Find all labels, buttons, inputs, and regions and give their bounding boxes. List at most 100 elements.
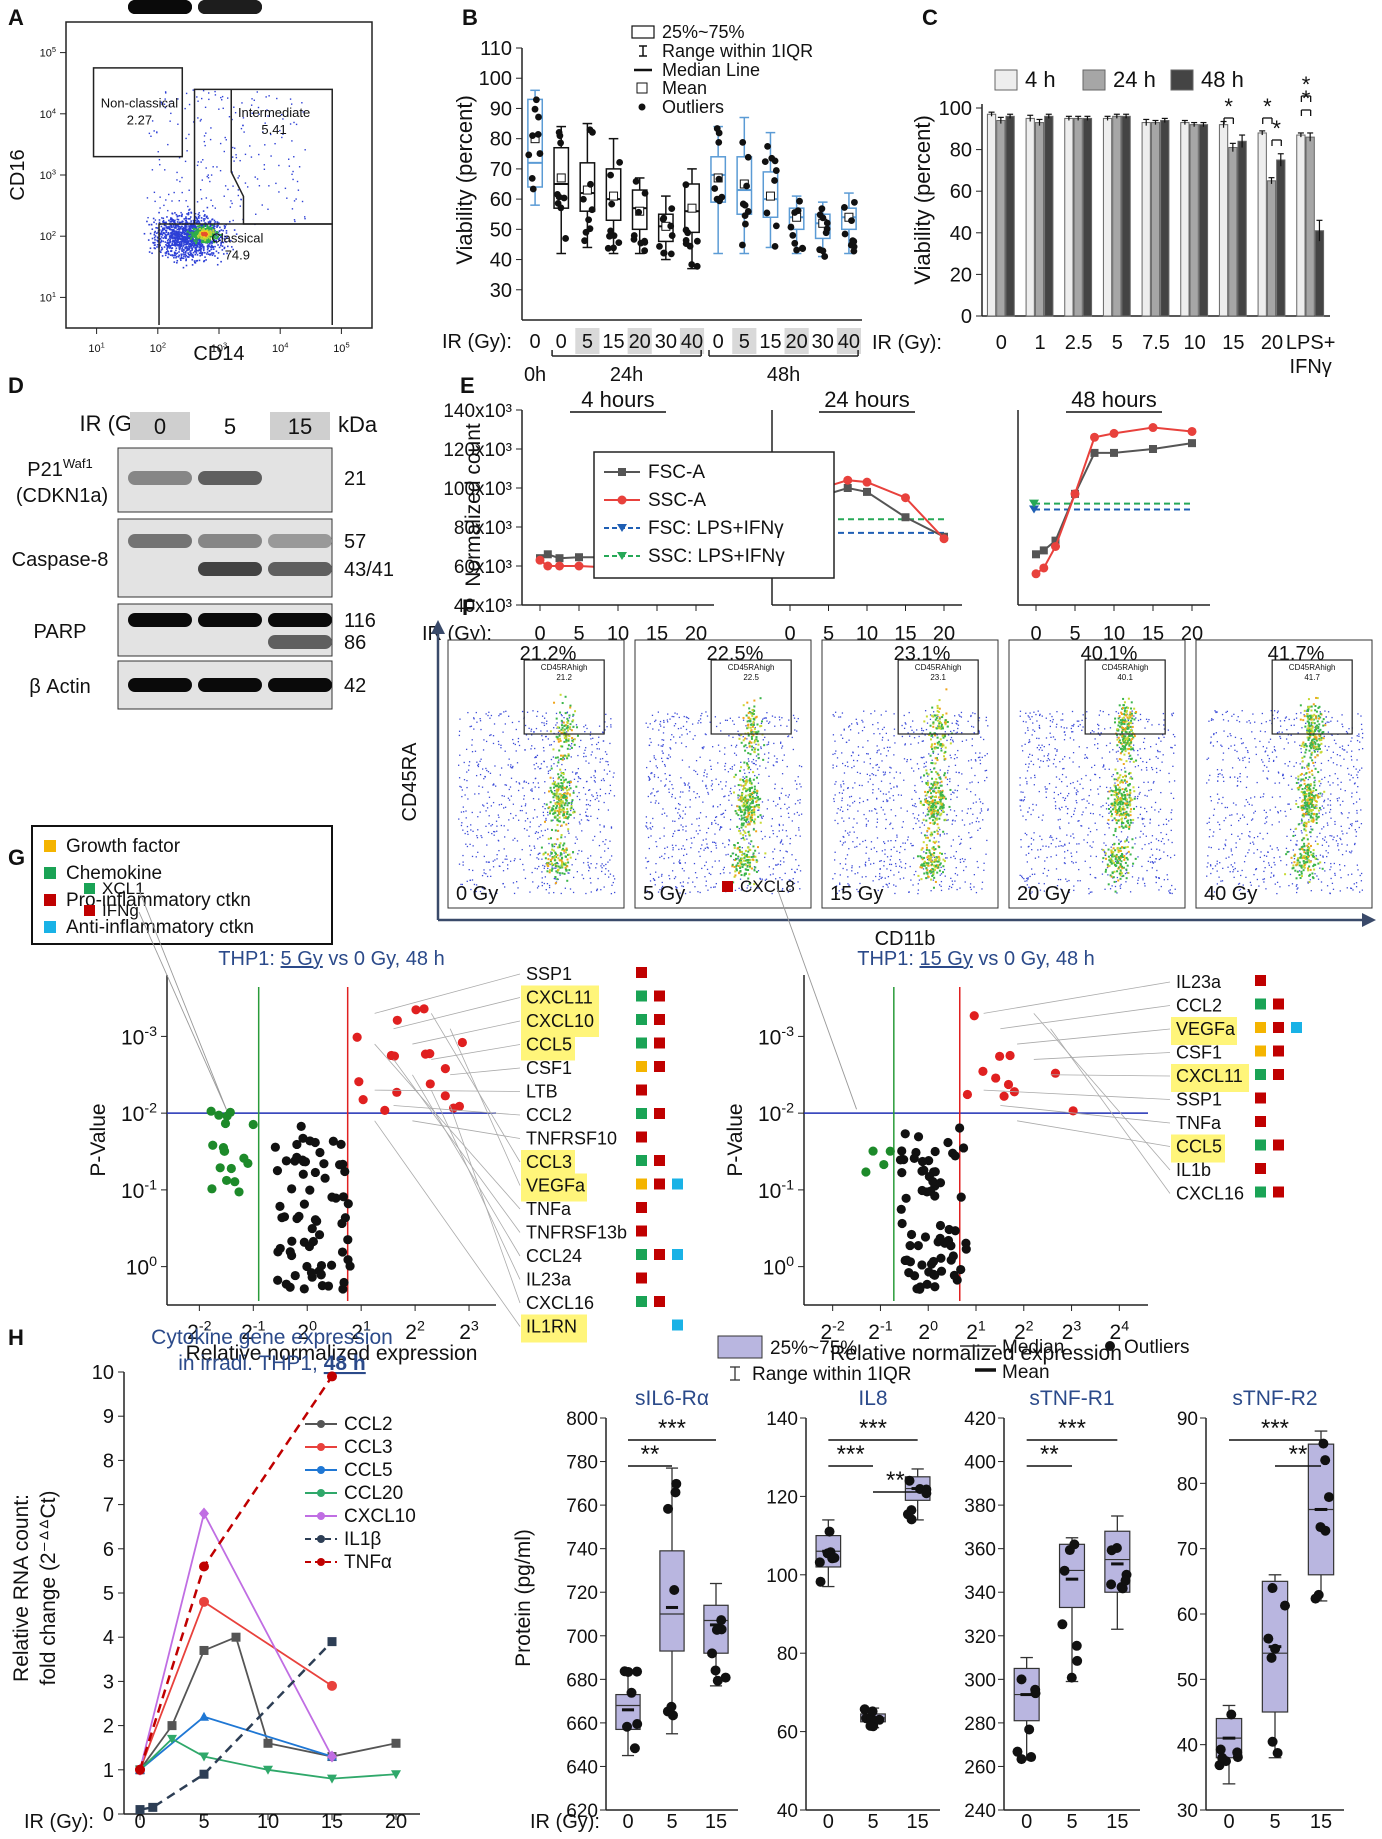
event-dot-dense <box>732 881 735 884</box>
event-dot-dense <box>559 785 562 788</box>
event-dot <box>286 197 288 199</box>
event-dot <box>572 808 575 811</box>
event-dot-dense <box>739 798 742 801</box>
category-label: IFNγ <box>1290 356 1332 378</box>
event-dot-dense <box>748 865 751 868</box>
event-dot <box>701 712 703 715</box>
event-dot-dense <box>571 720 574 723</box>
event-dot <box>462 854 464 857</box>
event-dot <box>731 804 733 806</box>
irradiation-label: IR (Gy): <box>442 331 512 353</box>
event-dot <box>211 242 213 245</box>
panel-letter-b: B <box>462 5 478 30</box>
event-dot <box>612 875 615 877</box>
event-dot <box>203 246 205 249</box>
event-dot <box>730 792 732 795</box>
event-dot <box>475 884 478 886</box>
event-dot <box>471 855 474 858</box>
event-dot <box>724 719 727 721</box>
event-dot <box>944 731 946 733</box>
event-dot-dense <box>200 240 203 243</box>
event-dot <box>178 233 180 235</box>
event-dot-dense <box>568 780 571 783</box>
event-dot-dense <box>558 816 561 819</box>
event-dot <box>930 872 932 875</box>
event-dot <box>485 713 487 715</box>
event-dot <box>703 849 705 851</box>
event-dot <box>759 877 761 880</box>
event-dot <box>766 712 768 714</box>
event-dot <box>679 816 682 818</box>
event-dot <box>590 882 592 884</box>
event-dot-dense <box>740 826 743 829</box>
event-dot <box>176 218 179 221</box>
event-dot <box>143 232 146 235</box>
event-dot <box>153 221 155 224</box>
event-dot <box>779 876 781 879</box>
event-dot-dense <box>750 723 753 726</box>
data-point <box>637 239 645 247</box>
mean-marker <box>609 191 619 201</box>
event-dot-dense <box>747 767 750 770</box>
event-dot <box>508 758 510 760</box>
event-dot-dense <box>761 720 764 723</box>
event-dot-dense <box>573 738 576 741</box>
event-dot <box>229 206 232 208</box>
event-dot-dense <box>746 780 749 783</box>
event-dot <box>537 885 540 887</box>
event-dot-dense <box>748 873 751 876</box>
event-dot <box>477 765 480 768</box>
y-tick-label: 70 <box>490 159 512 181</box>
event-dot <box>755 743 757 746</box>
y-tick-label: 50 <box>490 219 512 241</box>
event-dot <box>711 789 714 791</box>
event-dot <box>270 155 272 157</box>
event-dot <box>719 827 721 829</box>
event-dot <box>762 718 764 720</box>
event-dot <box>161 233 163 235</box>
event-dot <box>170 244 172 247</box>
event-dot-dense <box>745 782 748 785</box>
event-dot <box>881 728 884 731</box>
event-dot <box>688 786 691 788</box>
event-dot <box>859 797 861 799</box>
event-dot <box>571 742 573 745</box>
event-dot-dense <box>735 864 738 867</box>
gate-classical <box>158 223 333 325</box>
event-dot <box>169 226 171 229</box>
event-dot-dense <box>563 808 566 811</box>
event-dot <box>680 777 682 779</box>
event-dot <box>800 765 803 768</box>
event-dot <box>539 852 541 854</box>
event-dot-dense <box>757 815 760 818</box>
event-dot <box>185 236 188 239</box>
event-dot <box>159 232 161 235</box>
category-shade <box>679 328 705 354</box>
event-dot <box>591 744 593 746</box>
event-dot <box>661 887 663 889</box>
event-dot <box>668 791 670 793</box>
event-dot <box>163 236 166 238</box>
event-dot <box>770 825 773 827</box>
event-dot <box>653 879 655 881</box>
event-dot <box>538 798 540 800</box>
event-dot <box>192 246 195 248</box>
event-dot <box>707 847 709 849</box>
event-dot-dense <box>207 241 210 244</box>
event-dot-dense <box>743 808 746 811</box>
event-dot-dense <box>747 732 750 735</box>
gate-name: Intermediate <box>238 105 310 120</box>
event-dot <box>163 103 166 105</box>
event-dot <box>481 786 484 788</box>
event-dot-dense <box>750 712 753 715</box>
event-dot <box>607 764 609 766</box>
event-dot <box>985 719 987 722</box>
event-dot-dense <box>752 855 755 858</box>
event-dot <box>183 242 185 244</box>
event-dot-dense <box>755 731 758 734</box>
event-dot-dense <box>562 729 565 732</box>
event-dot-dense <box>740 874 743 877</box>
event-dot <box>971 744 973 747</box>
event-dot <box>520 805 523 807</box>
y-tick-label: 30 <box>490 280 512 302</box>
